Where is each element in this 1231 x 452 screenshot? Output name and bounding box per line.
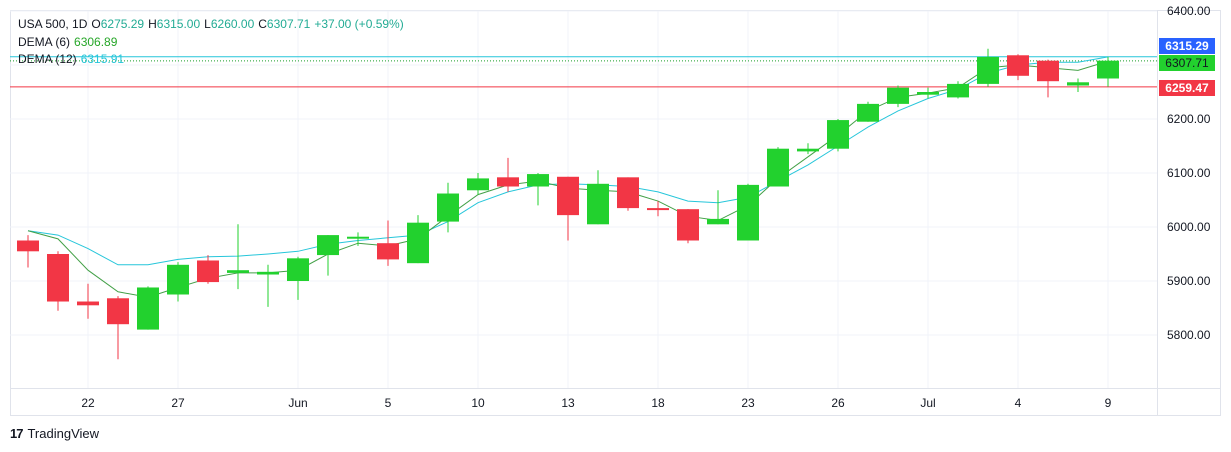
legend-low-label: L	[204, 17, 211, 31]
x-tick-label: 4	[1015, 396, 1022, 410]
x-tick-label: 10	[471, 396, 485, 410]
candle-body	[1067, 82, 1089, 86]
candle-body	[527, 174, 549, 187]
x-tick-label: Jun	[288, 396, 307, 410]
x-tick-label: 23	[741, 396, 755, 410]
x-tick-label: 26	[831, 396, 845, 410]
x-tick-label: 27	[171, 396, 185, 410]
candle-body	[617, 177, 639, 209]
candle-body	[407, 222, 429, 264]
legend-close-label: C	[258, 17, 267, 31]
legend-high-label: H	[148, 17, 157, 31]
x-tick-label: 9	[1105, 396, 1112, 410]
candle-body	[257, 271, 279, 275]
candle-body	[377, 243, 399, 260]
candle-body	[737, 184, 759, 241]
candle-body	[557, 176, 579, 216]
y-tick-label: 6100.00	[1167, 166, 1211, 180]
candle-body	[17, 240, 39, 252]
legend-dema6-value: 6306.89	[74, 35, 118, 49]
candle-body	[677, 209, 699, 241]
candle-body	[437, 193, 459, 222]
legend-dema12-label: DEMA (12)	[18, 52, 77, 66]
legend-symbol: USA 500, 1D	[18, 17, 88, 31]
candle-body	[107, 298, 129, 325]
legend-dema6[interactable]: DEMA (6) 6306.89	[18, 35, 121, 49]
candle-body	[467, 178, 489, 191]
candle-body	[317, 235, 339, 256]
candle-body	[857, 103, 879, 122]
tradingview-brand[interactable]: 17 TradingView	[10, 426, 99, 441]
legend-dema12[interactable]: DEMA (12) 6315.91	[18, 52, 128, 66]
candle-body	[77, 301, 99, 306]
candle-body	[227, 270, 249, 273]
x-tick-label: 5	[385, 396, 392, 410]
candle-body	[797, 148, 819, 152]
candle-body	[1007, 55, 1029, 76]
x-tick-label: 22	[81, 396, 95, 410]
price-label-prev: 6259.47	[1159, 80, 1215, 96]
candle-body	[167, 264, 189, 295]
candle-body	[1037, 60, 1059, 82]
legend-low: 6260.00	[210, 17, 255, 31]
candle-body	[347, 236, 369, 239]
y-tick-label: 6000.00	[1167, 220, 1211, 234]
tradingview-logo-icon: 17	[10, 426, 24, 441]
candle-body	[647, 208, 669, 211]
x-tick-label: 18	[651, 396, 665, 410]
legend-dema12-value: 6315.91	[80, 52, 125, 66]
candle-body	[707, 218, 729, 225]
candle-body	[1097, 60, 1119, 79]
candle-body	[47, 254, 69, 302]
legend-open-label: O	[91, 17, 101, 31]
candle-body	[947, 83, 969, 98]
candle-body	[917, 92, 939, 95]
y-tick-label: 5800.00	[1167, 328, 1211, 342]
legend-open: 6275.29	[100, 17, 145, 31]
candle-body	[587, 183, 609, 225]
brand-name: TradingView	[27, 426, 100, 441]
legend-ohlc: USA 500, 1D O6275.29 H6315.00 L6260.00 C6307…	[18, 17, 408, 31]
y-tick-label: 6400.00	[1167, 4, 1211, 18]
legend-high: 6315.00	[156, 17, 201, 31]
candle-body	[197, 260, 219, 283]
price-label-last: 6307.71	[1159, 55, 1215, 71]
candle-body	[827, 120, 849, 149]
candle-body	[287, 258, 309, 281]
y-tick-label: 6200.00	[1167, 112, 1211, 126]
candle-body	[887, 87, 909, 104]
y-tick-label: 5900.00	[1167, 274, 1211, 288]
candle-body	[497, 177, 519, 187]
legend-close: 6307.71	[266, 17, 311, 31]
legend-change: +37.00 (+0.59%)	[314, 17, 404, 31]
legend-dema6-label: DEMA (6)	[18, 35, 71, 49]
price-label-dema12: 6315.29	[1159, 38, 1215, 54]
candle-body	[137, 287, 159, 330]
candle-body	[767, 148, 789, 187]
x-tick-label: Jul	[920, 396, 935, 410]
x-tick-label: 13	[561, 396, 575, 410]
candle-body	[977, 56, 999, 84]
